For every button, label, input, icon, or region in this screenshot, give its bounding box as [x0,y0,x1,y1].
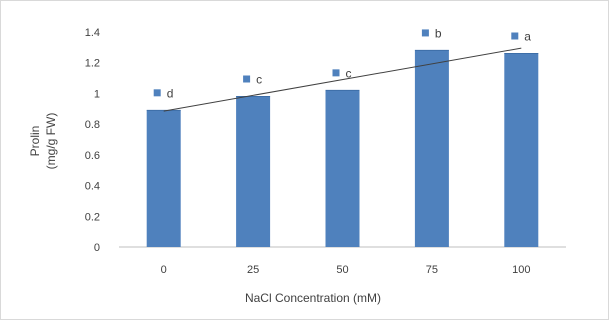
bars [146,49,539,247]
bar [414,50,449,247]
y-tick-label: 0.6 [85,150,100,162]
y-tick-label: 1.4 [85,27,100,39]
significance-letter: a [524,30,531,44]
significance-letter: d [167,86,174,100]
x-axis-title: NaCl Concentration (mM) [245,291,381,305]
significance-marker [153,89,161,97]
trendline-layer [163,47,522,112]
y-tick-label: 0.8 [85,119,100,131]
y-axis-title: Prolin [28,126,42,157]
bar [325,90,360,247]
bar [236,96,271,247]
significance-marker [243,75,251,83]
bar [146,110,181,247]
y-tick-label: 0.4 [85,181,100,193]
significance-letter: c [346,66,352,80]
x-tick-label: 50 [336,264,348,276]
bar [504,53,539,247]
significance-marker [332,69,340,77]
tick-labels: 0 0.2 0.4 0.6 0.8 1 1.2 1.4 0 25 50 75 100 [85,27,531,276]
y-tick-label: 1 [94,88,100,100]
y-tick-label: 0 [94,242,100,254]
significance-markers: d c c b a [153,26,531,100]
x-tick-label: 75 [426,264,438,276]
significance-marker [421,29,429,37]
trendline [163,47,522,112]
y-tick-label: 0.2 [85,211,100,223]
y-tick-label: 1.2 [85,58,100,70]
significance-letter: c [256,73,262,87]
x-tick-label: 100 [512,264,530,276]
significance-marker [511,32,519,40]
y-axis-unit: (mg/g FW) [44,113,58,170]
x-tick-label: 0 [161,264,167,276]
x-tick-label: 25 [247,264,259,276]
significance-letter: b [435,26,442,40]
